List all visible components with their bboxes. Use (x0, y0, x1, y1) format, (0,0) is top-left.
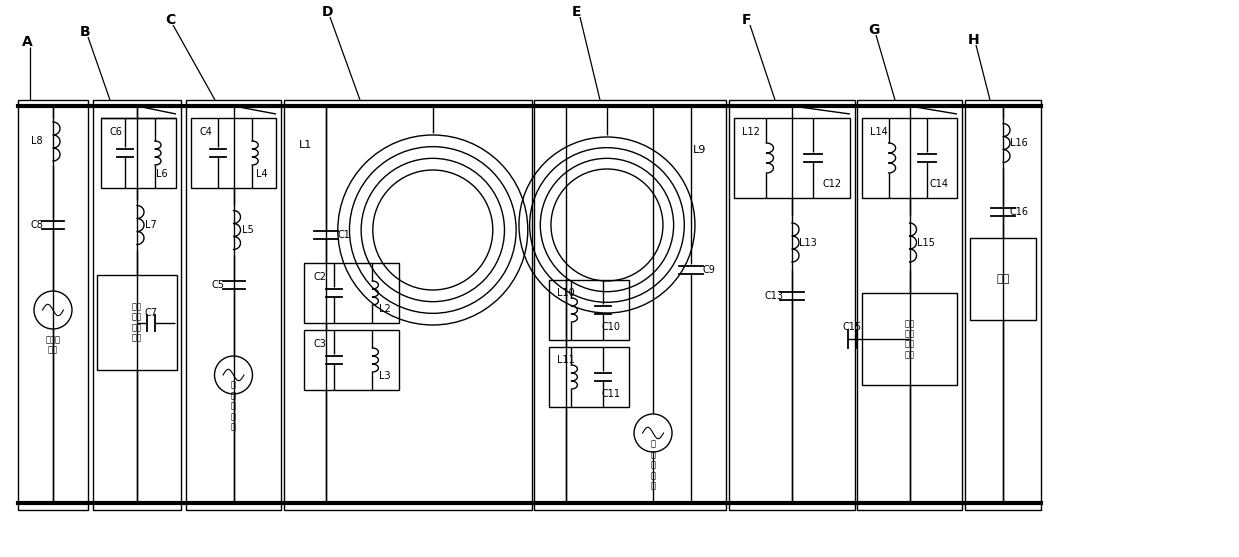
Text: L2: L2 (379, 304, 392, 314)
Text: E: E (572, 5, 581, 19)
Text: L8: L8 (31, 136, 43, 146)
Text: C7: C7 (145, 307, 157, 317)
Text: C16: C16 (1010, 207, 1028, 217)
Text: L5: L5 (242, 225, 253, 235)
Text: 负载: 负载 (996, 274, 1010, 284)
Bar (729, 100, 855, 510)
Text: C10: C10 (602, 322, 621, 332)
Text: 第
二
信
号
源: 第 二 信 号 源 (650, 439, 655, 490)
Text: L10: L10 (558, 288, 575, 298)
Text: L13: L13 (799, 237, 817, 247)
Text: G: G (869, 23, 880, 37)
Bar (534, 100, 726, 510)
Text: C: C (165, 13, 175, 27)
Text: C11: C11 (602, 389, 621, 399)
Text: A: A (22, 35, 32, 49)
Text: C4: C4 (199, 127, 212, 137)
Bar (970, 238, 1036, 320)
Bar (304, 263, 399, 323)
Bar (733, 118, 850, 198)
Bar (549, 347, 629, 407)
Text: C6: C6 (109, 127, 121, 137)
Bar (857, 100, 961, 510)
Bar (97, 275, 177, 370)
Text: L4: L4 (256, 169, 268, 179)
Text: C14: C14 (930, 179, 949, 189)
Text: L15: L15 (917, 237, 934, 247)
Text: C8: C8 (31, 220, 43, 230)
Text: C5: C5 (211, 280, 224, 290)
Text: L1: L1 (300, 140, 312, 150)
Bar (102, 118, 176, 188)
Text: 交流功
率源: 交流功 率源 (46, 335, 61, 355)
Bar (862, 293, 957, 385)
Text: 第二
信号
检测
电路: 第二 信号 检测 电路 (133, 302, 142, 343)
Text: L9: L9 (694, 145, 706, 155)
Text: C2: C2 (313, 272, 327, 282)
Text: L3: L3 (379, 371, 392, 381)
Text: L11: L11 (558, 355, 575, 365)
Bar (862, 118, 957, 198)
Text: L16: L16 (1010, 138, 1028, 148)
Text: C12: C12 (823, 179, 843, 189)
Text: C9: C9 (703, 265, 715, 275)
Bar (284, 100, 532, 510)
Text: C13: C13 (764, 291, 783, 301)
Bar (19, 100, 88, 510)
Bar (549, 280, 629, 340)
Text: C3: C3 (313, 339, 327, 349)
Bar (93, 100, 181, 510)
Text: L14: L14 (870, 127, 888, 137)
Bar (191, 118, 276, 188)
Text: C1: C1 (337, 230, 351, 240)
Bar (304, 330, 399, 390)
Text: D: D (322, 5, 333, 19)
Text: 第
一
信
号
源: 第 一 信 号 源 (230, 380, 235, 431)
Text: L6: L6 (156, 169, 169, 179)
Text: 第一
信号
检测
电路: 第一 信号 检测 电路 (904, 319, 914, 359)
Text: L12: L12 (742, 127, 760, 137)
Text: B: B (81, 25, 90, 39)
Text: H: H (968, 33, 980, 47)
Bar (186, 100, 281, 510)
Bar (965, 100, 1041, 510)
Text: F: F (742, 13, 752, 27)
Text: C15: C15 (843, 322, 861, 332)
Text: L7: L7 (145, 220, 157, 230)
